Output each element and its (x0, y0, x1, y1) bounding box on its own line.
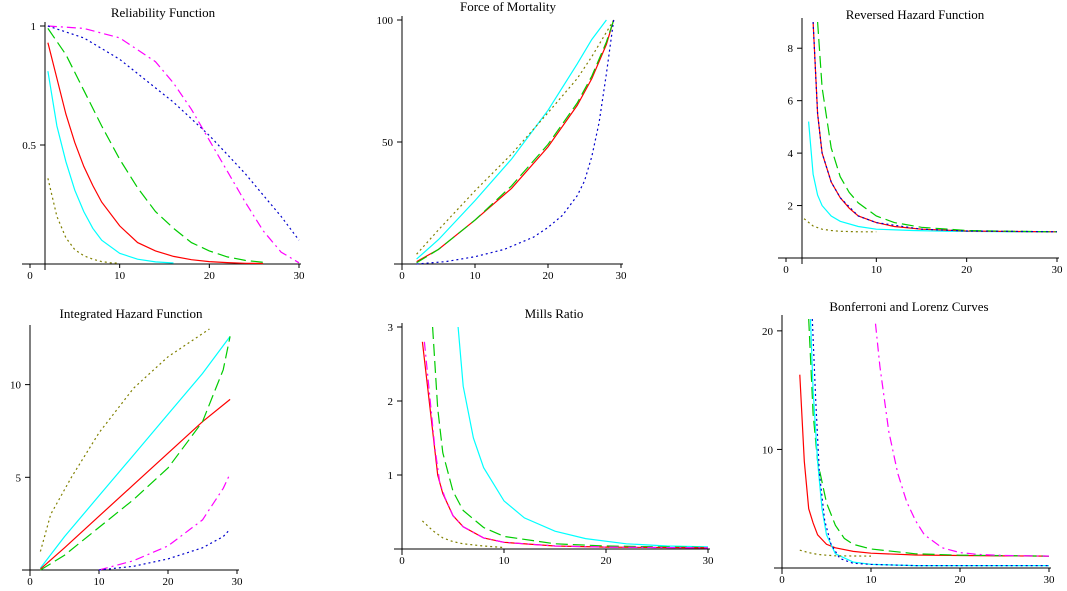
series-line-2 (416, 19, 615, 264)
chart-title: Integrated Hazard Function (60, 306, 203, 321)
x-tick-label: 0 (27, 576, 33, 588)
x-tick-label: 10 (114, 270, 126, 282)
x-tick-label: 0 (27, 270, 33, 282)
series-line-6 (98, 528, 231, 571)
x-tick-label: 0 (779, 574, 785, 586)
chart-title: Mills Ratio (525, 306, 584, 321)
series-line-3 (809, 318, 1049, 567)
series-line-2 (47, 71, 174, 264)
series-line-4 (40, 336, 231, 571)
x-tick-label: 20 (163, 576, 175, 588)
x-tick-label: 10 (871, 264, 883, 276)
chart-panel-5: 0 10 20 30 1 2 3 Mills Ratio (388, 306, 715, 567)
x-tick-label: 20 (601, 555, 613, 567)
y-tick-label: 20 (762, 326, 774, 338)
chart-title: Reversed Hazard Function (846, 7, 985, 22)
x-tick-label: 10 (470, 270, 482, 282)
series-line-1 (39, 328, 210, 552)
y-tick-label: 50 (382, 137, 394, 149)
x-tick-label: 20 (204, 270, 216, 282)
chart-panel-3: 0 10 20 30 2 4 6 8 Reversed Hazard Function (778, 7, 1063, 276)
y-tick-label: 6 (788, 96, 794, 108)
x-tick-label: 20 (961, 264, 973, 276)
x-tick-label: 20 (955, 574, 967, 586)
y-tick-label: 4 (788, 148, 794, 160)
y-tick-label: 10 (762, 444, 774, 456)
series-line-6 (47, 25, 300, 241)
x-tick-label: 30 (616, 270, 628, 282)
series-line-1 (457, 326, 709, 548)
y-tick-label: 1 (31, 21, 37, 33)
x-tick-label: 10 (94, 576, 106, 588)
y-tick-label: 1 (388, 470, 394, 482)
y-tick-label: 100 (377, 15, 394, 27)
series-line-5 (416, 19, 615, 265)
series-line-1 (808, 121, 1057, 233)
y-tick-label: 2 (788, 201, 794, 213)
series-line-4 (47, 178, 120, 264)
y-tick-label: 5 (16, 472, 22, 484)
chart-title: Force of Mortality (460, 0, 557, 14)
x-tick-label: 0 (399, 555, 405, 567)
series-line-1 (47, 42, 264, 265)
chart-panel-1: 0 10 20 30 0.5 1 Reliability Function (22, 5, 305, 282)
series-line-5 (98, 473, 231, 571)
series-line-5 (47, 25, 300, 264)
y-tick-label: 2 (388, 396, 394, 408)
chart-title: Bonferroni and Lorenz Curves (829, 299, 988, 314)
y-tick-label: 10 (10, 380, 22, 392)
series-line-5 (421, 520, 505, 549)
x-tick-label: 0 (783, 264, 789, 276)
x-tick-label: 20 (543, 270, 555, 282)
series-line-4 (416, 19, 615, 255)
y-tick-label: 3 (388, 322, 394, 334)
series-line-5 (874, 323, 1050, 557)
x-tick-label: 30 (1052, 264, 1064, 276)
series-line-2 (432, 326, 709, 549)
chart-panel-4: 0 10 20 30 5 10 Integrated Hazard Function (10, 306, 243, 588)
series-line-3 (40, 398, 231, 570)
x-tick-label: 0 (399, 270, 405, 282)
series-line-2 (808, 318, 1050, 557)
series-line-4 (423, 341, 709, 549)
chart-panel-6: 0 10 20 30 10 20 Bonferroni and Lorenz Curves (762, 299, 1055, 586)
series-line-1 (416, 19, 615, 263)
series-line-3 (47, 28, 264, 263)
series-line-3 (421, 341, 709, 549)
series-line-5 (812, 21, 1058, 233)
x-tick-label: 10 (866, 574, 878, 586)
series-line-3 (416, 19, 607, 260)
series-line-2 (39, 336, 231, 569)
series-line-2 (812, 21, 1058, 233)
x-tick-label: 30 (232, 576, 244, 588)
x-tick-label: 30 (294, 270, 306, 282)
y-tick-label: 0.5 (22, 140, 36, 152)
x-tick-label: 30 (703, 555, 715, 567)
x-tick-label: 10 (499, 555, 511, 567)
series-line-3 (817, 21, 1058, 233)
y-tick-label: 8 (788, 43, 794, 55)
series-line-4 (803, 218, 877, 233)
series-line-4 (811, 318, 1049, 567)
chart-title: Reliability Function (111, 5, 216, 20)
x-tick-label: 30 (1044, 574, 1056, 586)
chart-panel-2: 0 10 20 30 50 100 Force of Mortality (377, 0, 628, 282)
